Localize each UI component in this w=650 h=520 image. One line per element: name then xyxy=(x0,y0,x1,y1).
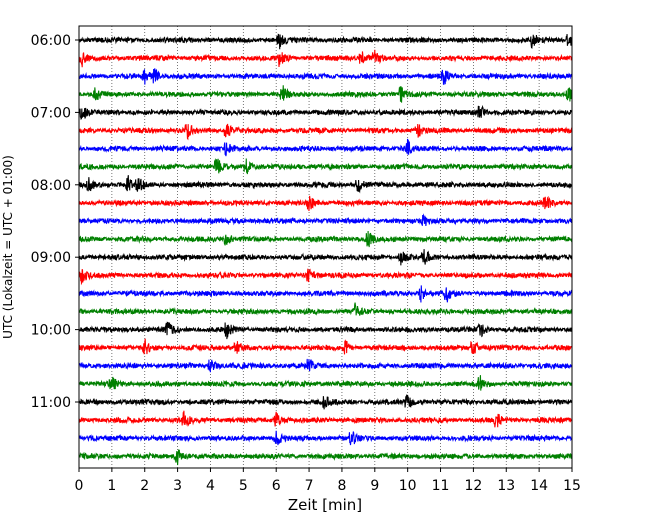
plot-frame xyxy=(78,25,573,469)
seismogram-trace xyxy=(78,85,573,103)
seismogram-trace xyxy=(78,175,573,194)
seismogram-trace xyxy=(78,375,573,391)
y-tick-label: 10:00 xyxy=(31,323,71,339)
seismogram-trace xyxy=(78,410,573,428)
seismogram-trace xyxy=(78,104,573,121)
x-tick-label: 9 xyxy=(370,478,379,494)
seismogram-trace xyxy=(78,195,573,212)
seismogram-trace xyxy=(78,358,573,373)
y-tick-label: 11:00 xyxy=(31,395,71,411)
x-tick-label: 3 xyxy=(173,478,182,494)
x-tick-label: 10 xyxy=(399,478,417,494)
seismogram-trace xyxy=(78,338,573,355)
seismogram-trace xyxy=(78,231,573,248)
x-tick-label: 12 xyxy=(464,478,482,494)
x-axis-ticks: 0 1 2 3 4 5 6 7 8 9 10 11 12 13 14 15 xyxy=(75,468,581,494)
seismogram-trace xyxy=(78,68,573,85)
seismogram-trace xyxy=(78,158,573,175)
x-tick-label: 1 xyxy=(107,478,116,494)
x-tick-label: 14 xyxy=(530,478,548,494)
seismogram-trace xyxy=(78,49,573,68)
seismogram-trace xyxy=(78,430,573,446)
seismogram-trace xyxy=(78,449,573,466)
y-axis-ticks: 06:00 07:00 08:00 09:00 10:00 11:00 xyxy=(31,33,79,411)
x-tick-label: 13 xyxy=(497,478,515,494)
x-tick-label: 11 xyxy=(432,478,450,494)
y-axis-label: UTC (Lokalzeit = UTC + 01:00) xyxy=(1,155,15,339)
x-tick-label: 8 xyxy=(337,478,346,494)
seismogram-traces xyxy=(78,33,573,466)
seismogram-trace xyxy=(78,123,573,141)
y-tick-label: 08:00 xyxy=(31,178,71,194)
seismogram-trace xyxy=(78,393,573,410)
seismogram-trace xyxy=(78,138,573,157)
seismogram-trace xyxy=(78,285,573,303)
x-tick-label: 5 xyxy=(239,478,248,494)
seismogram-trace xyxy=(78,268,573,286)
y-tick-label: 09:00 xyxy=(31,250,71,266)
seismogram-trace xyxy=(78,302,573,316)
seismogram-trace xyxy=(78,213,573,227)
x-tick-label: 6 xyxy=(272,478,281,494)
seismogram-trace xyxy=(78,33,573,50)
x-tick-label: 7 xyxy=(305,478,314,494)
x-tick-label: 4 xyxy=(206,478,215,494)
x-tick-label: 15 xyxy=(563,478,581,494)
seismogram-trace xyxy=(78,321,573,340)
x-tick-label: 0 xyxy=(75,478,84,494)
y-tick-label: 07:00 xyxy=(31,105,71,121)
y-tick-label: 06:00 xyxy=(31,33,71,49)
seismogram-trace xyxy=(78,249,573,266)
x-axis-label: Zeit [min] xyxy=(288,496,362,514)
x-tick-label: 2 xyxy=(140,478,149,494)
